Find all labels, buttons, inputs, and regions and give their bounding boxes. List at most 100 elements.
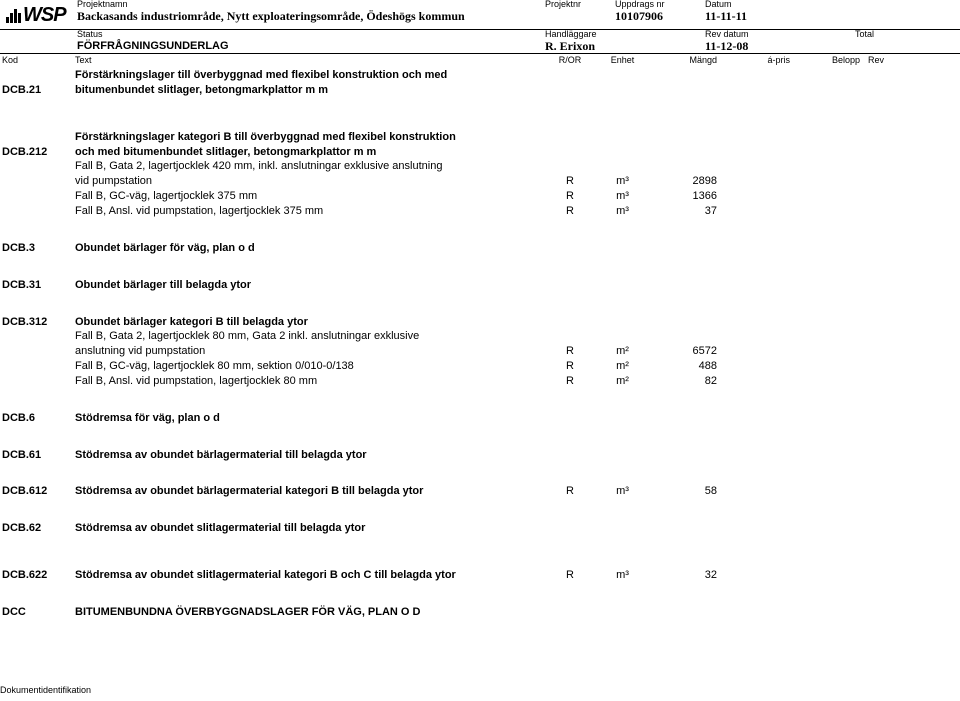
col-enhet: Enhet xyxy=(595,55,650,65)
col-text: Text xyxy=(75,55,545,65)
ror-cell: R xyxy=(545,189,595,204)
table-row: Fall B, Ansl. vid pumpstation, lagertjoc… xyxy=(0,204,960,219)
table-row: Fall B, Gata 2, lagertjocklek 80 mm, Gat… xyxy=(0,329,960,344)
text-cell: Fall B, GC-väg, lagertjocklek 375 mm xyxy=(75,189,545,204)
kod-cell: DCB.61 xyxy=(0,448,75,463)
text-cell: anslutning vid pumpstation xyxy=(75,344,545,359)
kod-cell xyxy=(0,159,75,174)
table-row: Förstärkningslager kategori B till överb… xyxy=(0,130,960,145)
label-status: Status xyxy=(75,30,545,40)
header-block-2: Status Handläggare Rev datum Total FÖRFR… xyxy=(75,30,960,53)
text-cell: bitumenbundet slitlager, betongmarkplatt… xyxy=(75,83,545,98)
kod-cell xyxy=(0,329,75,344)
table-row: vid pumpstation R m³ 2898 xyxy=(0,174,960,189)
mangd-cell: 82 xyxy=(650,374,725,389)
mangd-cell: 37 xyxy=(650,204,725,219)
logo-cell: WSP xyxy=(0,0,75,29)
value-handlaggare: R. Erixon xyxy=(545,40,705,53)
mangd-cell: 32 xyxy=(650,568,725,583)
text-cell: Fall B, Gata 2, lagertjocklek 420 mm, in… xyxy=(75,159,545,174)
kod-cell xyxy=(0,359,75,374)
col-rev: Rev xyxy=(860,55,900,65)
table-row: DCC BITUMENBUNDNA ÖVERBYGGNADSLAGER FÖR … xyxy=(0,605,960,620)
column-headers: Kod Text R/OR Enhet Mängd á-pris Belopp … xyxy=(0,54,960,66)
text-cell: vid pumpstation xyxy=(75,174,545,189)
enhet-cell: m³ xyxy=(595,568,650,583)
kod-cell: DCB.212 xyxy=(0,145,75,160)
kod-cell: DCB.312 xyxy=(0,315,75,330)
kod-cell: DCB.62 xyxy=(0,521,75,536)
ror-cell: R xyxy=(545,204,595,219)
col-apris: á-pris xyxy=(725,55,790,65)
wsp-logo: WSP xyxy=(6,4,66,27)
enhet-cell: m³ xyxy=(595,189,650,204)
mangd-cell: 488 xyxy=(650,359,725,374)
text-cell: Stödremsa för väg, plan o d xyxy=(75,411,545,426)
ror-cell: R xyxy=(545,374,595,389)
value-projektnr xyxy=(545,10,615,23)
text-cell: Förstärkningslager kategori B till överb… xyxy=(75,130,545,145)
text-cell: Fall B, Ansl. vid pumpstation, lagertjoc… xyxy=(75,374,545,389)
footer-label: Dokumentidentifikation xyxy=(0,685,91,695)
header-block-1: Projektnamn Projektnr Uppdrags nr Datum … xyxy=(75,0,960,29)
text-cell: BITUMENBUNDNA ÖVERBYGGNADSLAGER FÖR VÄG,… xyxy=(75,605,545,620)
ror-cell: R xyxy=(545,344,595,359)
label-total: Total xyxy=(855,30,955,40)
kod-cell xyxy=(0,344,75,359)
value-status: FÖRFRÅGNINGSUNDERLAG xyxy=(75,40,545,53)
kod-cell xyxy=(0,68,75,83)
col-mangd: Mängd xyxy=(650,55,725,65)
value-revdatum: 11-12-08 xyxy=(705,40,855,53)
text-cell: Stödremsa av obundet slitlagermaterial t… xyxy=(75,521,545,536)
table-row: anslutning vid pumpstation R m² 6572 xyxy=(0,344,960,359)
header-row-2: Status Handläggare Rev datum Total FÖRFR… xyxy=(0,30,960,54)
table-row: Fall B, GC-väg, lagertjocklek 80 mm, sek… xyxy=(0,359,960,374)
enhet-cell: m² xyxy=(595,359,650,374)
mangd-cell: 1366 xyxy=(650,189,725,204)
text-cell: Stödremsa av obundet bärlagermaterial ka… xyxy=(75,484,545,499)
col-ror: R/OR xyxy=(545,55,595,65)
mangd-cell: 58 xyxy=(650,484,725,499)
text-cell: Fall B, GC-väg, lagertjocklek 80 mm, sek… xyxy=(75,359,545,374)
ror-cell: R xyxy=(545,359,595,374)
logo-bars-icon xyxy=(6,9,21,23)
content-area: Förstärkningslager till överbyggnad med … xyxy=(0,66,960,620)
ror-cell: R xyxy=(545,174,595,189)
text-cell: Obundet bärlager till belagda ytor xyxy=(75,278,545,293)
kod-cell xyxy=(0,189,75,204)
col-belopp: Belopp xyxy=(790,55,860,65)
enhet-cell: m² xyxy=(595,374,650,389)
table-row: DCB.21 bitumenbundet slitlager, betongma… xyxy=(0,83,960,98)
text-cell: Stödremsa av obundet bärlagermaterial ti… xyxy=(75,448,545,463)
text-cell: Obundet bärlager för väg, plan o d xyxy=(75,241,545,256)
col-kod: Kod xyxy=(0,55,75,65)
kod-cell: DCB.21 xyxy=(0,83,75,98)
kod-cell xyxy=(0,374,75,389)
mangd-cell: 6572 xyxy=(650,344,725,359)
ror-cell: R xyxy=(545,484,595,499)
enhet-cell: m³ xyxy=(595,204,650,219)
table-row: Fall B, Ansl. vid pumpstation, lagertjoc… xyxy=(0,374,960,389)
value-uppdrags: 10107906 xyxy=(615,10,705,23)
label-projektnr: Projektnr xyxy=(545,0,615,10)
text-cell: Stödremsa av obundet slitlagermaterial k… xyxy=(75,568,545,583)
kod-cell: DCC xyxy=(0,605,75,620)
text-cell: och med bitumenbundet slitlager, betongm… xyxy=(75,145,545,160)
table-row: DCB.6 Stödremsa för väg, plan o d xyxy=(0,411,960,426)
mangd-cell: 2898 xyxy=(650,174,725,189)
value-datum: 11-11-11 xyxy=(705,10,795,23)
table-row: DCB.61 Stödremsa av obundet bärlagermate… xyxy=(0,448,960,463)
value-total xyxy=(855,40,955,53)
kod-cell: DCB.612 xyxy=(0,484,75,499)
value-projektnamn: Backasands industriområde, Nytt exploate… xyxy=(75,10,545,23)
logo-spacer xyxy=(0,30,75,53)
text-cell: Obundet bärlager kategori B till belagda… xyxy=(75,315,545,330)
enhet-cell: m³ xyxy=(595,484,650,499)
text-cell: Förstärkningslager till överbyggnad med … xyxy=(75,68,545,83)
table-row: DCB.3 Obundet bärlager för väg, plan o d xyxy=(0,241,960,256)
text-cell: Fall B, Ansl. vid pumpstation, lagertjoc… xyxy=(75,204,545,219)
table-row: DCB.612 Stödremsa av obundet bärlagermat… xyxy=(0,484,960,499)
kod-cell xyxy=(0,130,75,145)
kod-cell xyxy=(0,174,75,189)
table-row: DCB.312 Obundet bärlager kategori B till… xyxy=(0,315,960,330)
